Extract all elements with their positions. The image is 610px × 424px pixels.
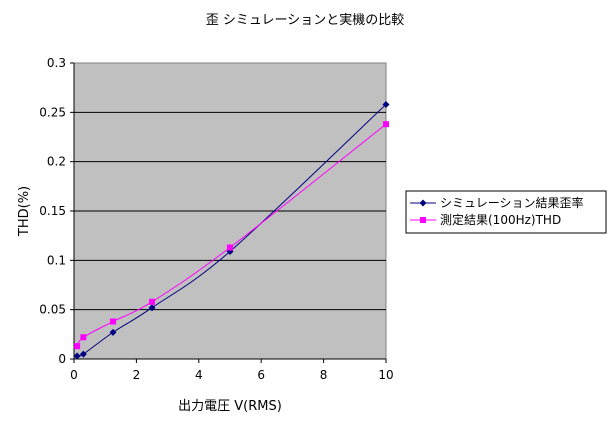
- legend-box: [405, 190, 607, 234]
- legend-item: シミュレーション結果歪率: [410, 195, 584, 210]
- x-tick-label: 0: [70, 368, 78, 382]
- data-point: [148, 304, 156, 312]
- y-tick-label: 0.05: [39, 303, 66, 317]
- series-2: [74, 121, 389, 350]
- y-tick-label: 0: [58, 352, 66, 366]
- data-point: [109, 328, 117, 336]
- legend-label: シミュレーション結果歪率: [440, 195, 584, 210]
- y-tick-label: 0.3: [47, 56, 66, 70]
- y-tick-label: 0.15: [39, 204, 66, 218]
- x-tick-label: 10: [378, 368, 393, 382]
- y-tick-label: 0.25: [39, 105, 66, 119]
- y-axis-label: THD(%): [17, 186, 32, 237]
- data-point: [227, 244, 233, 251]
- series-1: [73, 100, 390, 360]
- legend-label: 測定結果(100Hz)THD: [440, 212, 561, 227]
- legend-item: 測定結果(100Hz)THD: [410, 212, 561, 227]
- x-axis-ticks: 0 2 4 6 8 10: [70, 359, 394, 382]
- data-point: [74, 343, 81, 350]
- x-tick-label: 4: [195, 368, 203, 382]
- y-axis-ticks: 0 0.05 0.1 0.15 0.2 0.25 0.3: [39, 56, 74, 366]
- series-layer: [73, 100, 390, 360]
- gridlines: [74, 111, 386, 311]
- data-point: [383, 121, 389, 128]
- data-point: [419, 199, 427, 207]
- x-axis-label: 出力電圧 V(RMS): [178, 399, 282, 414]
- data-point: [149, 298, 155, 305]
- data-point: [110, 318, 116, 325]
- x-tick-label: 6: [257, 368, 265, 382]
- x-tick-label: 8: [320, 368, 328, 382]
- data-point: [80, 334, 87, 341]
- data-point: [73, 352, 81, 360]
- x-tick-label: 2: [133, 368, 141, 382]
- chart-title: 歪 シミュレーションと実機の比較: [206, 12, 405, 28]
- y-tick-label: 0.2: [47, 155, 66, 169]
- data-point: [382, 100, 390, 108]
- data-point: [420, 217, 426, 223]
- data-point: [79, 350, 87, 358]
- y-tick-label: 0.1: [47, 253, 66, 267]
